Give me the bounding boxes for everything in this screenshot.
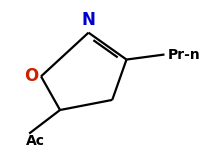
Text: Ac: Ac — [26, 134, 45, 148]
Text: Pr-n: Pr-n — [168, 48, 201, 62]
Text: O: O — [25, 67, 39, 85]
Text: N: N — [81, 11, 95, 29]
